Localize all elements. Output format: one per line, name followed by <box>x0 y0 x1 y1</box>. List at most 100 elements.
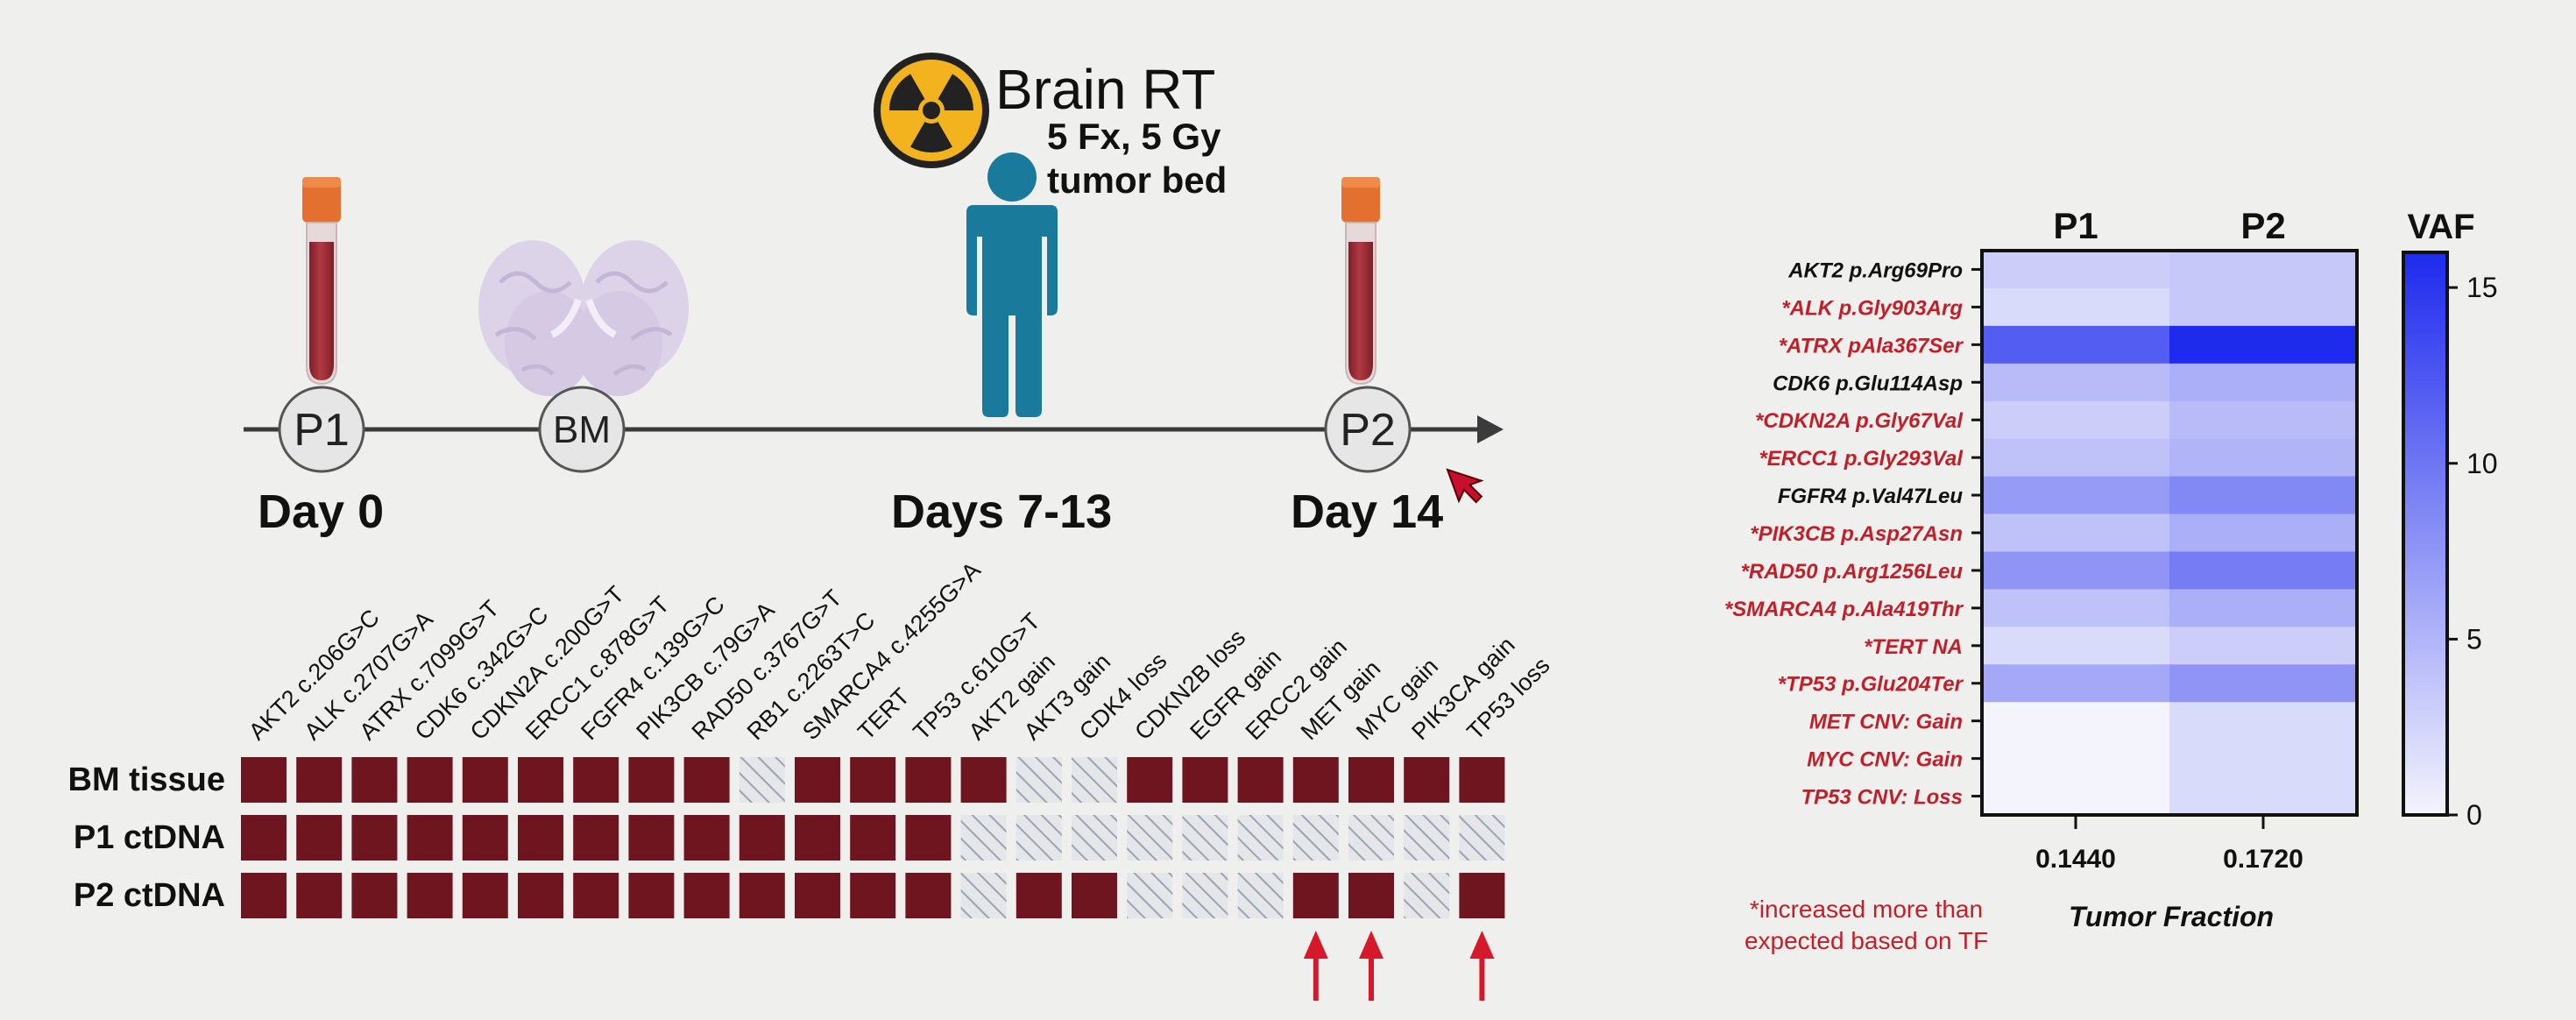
oncoprint-row-label: P1 ctDNA <box>74 819 225 856</box>
heatmap-cell <box>1982 400 2170 440</box>
heatmap-cell <box>1982 325 2170 365</box>
oncoprint-cell-present <box>518 757 563 803</box>
oncoprint-cell-present <box>1237 757 1284 803</box>
heatmap-cell <box>2169 325 2358 365</box>
oncoprint-cell-present <box>241 873 287 918</box>
oncoprint-cell-present <box>1127 757 1173 803</box>
oncoprint-cell-present <box>960 757 1007 803</box>
oncoprint-cell-present <box>296 757 343 803</box>
mouse-cursor-icon <box>1446 468 1484 504</box>
heatmap-cell <box>1982 777 2170 816</box>
heatmap-cell <box>2169 777 2358 816</box>
oncoprint-cell-absent <box>1348 815 1394 861</box>
colorbar-tick-label: 5 <box>2466 623 2482 655</box>
vaf-heatmap: *increased more than expected based on T… <box>1724 205 2498 954</box>
heatmap-row-label: AKT2 p.Arg69Pro <box>1787 259 1963 282</box>
oncoprint-row-label: BM tissue <box>68 761 225 798</box>
colorbar-tick-label: 10 <box>2466 448 2498 479</box>
oncoprint-cell-present <box>683 757 730 803</box>
oncoprint-cell-present <box>739 815 785 861</box>
heatmap-column-label: P2 <box>2240 205 2285 246</box>
person-icon <box>966 152 1058 417</box>
oncoprint-cell-present <box>905 815 952 861</box>
brain-icon <box>478 240 689 396</box>
brain-rt-target: tumor bed <box>1047 159 1227 201</box>
blood-tube-icon <box>302 177 341 386</box>
heatmap-row-label: CDK6 p.Glu114Asp <box>1773 372 1963 395</box>
oncoprint-cell-present <box>518 815 563 861</box>
oncoprint-cell-present <box>628 815 675 861</box>
heatmap-frame <box>1980 249 2359 817</box>
heatmap-cell <box>2169 363 2358 402</box>
increase-arrow-icon <box>1469 931 1495 1001</box>
timeline-node-p2: P2 <box>1324 386 1412 473</box>
oncoprint-cell-present <box>462 757 508 803</box>
heatmap-cell <box>1982 702 2170 740</box>
timeline-node-label: P2 <box>1340 405 1396 456</box>
oncoprint-cell-present <box>296 873 343 918</box>
heatmap-cell <box>2169 740 2358 778</box>
heatmap-row-label: *ATRX pAla367Ser <box>1779 334 1964 358</box>
timeline-arrowhead <box>1477 415 1504 443</box>
heatmap-cell <box>1982 476 2170 515</box>
heatmap-row-label: FGFR4 p.Val47Leu <box>1778 485 1964 508</box>
heatmap-cell <box>1982 287 2170 327</box>
day-label-p2: Day 14 <box>1291 485 1443 538</box>
oncoprint-cell-present <box>905 757 952 803</box>
heatmap-cell <box>1982 627 2170 665</box>
timeline-node-bm: BM <box>538 386 626 473</box>
timeline-node-label: P1 <box>294 405 350 456</box>
oncoprint-cell-present <box>683 873 730 918</box>
oncoprint-cell-absent <box>1237 873 1284 918</box>
heatmap-cell <box>2169 438 2358 478</box>
oncoprint-cell-present <box>407 815 453 861</box>
day-label-rt: Days 7-13 <box>891 485 1112 538</box>
oncoprint-cell-present <box>241 757 287 803</box>
oncoprint-cell-present <box>628 757 675 803</box>
heatmap-row-label: TP53 CNV: Loss <box>1801 786 1964 810</box>
oncoprint-cell-present <box>1016 873 1062 918</box>
oncoprint-cell-absent <box>1016 757 1062 803</box>
oncoprint-cell-absent <box>1404 815 1450 861</box>
heatmap-footnote-line2: expected based on TF <box>1744 927 1988 954</box>
heatmap-row-label: *CDKN2A p.Gly67Val <box>1755 409 1964 433</box>
oncoprint-cell-absent <box>1404 873 1450 918</box>
colorbar <box>2402 251 2449 817</box>
timeline-node-p1: P1 <box>278 386 365 473</box>
oncoprint-cell-present <box>407 757 453 803</box>
increase-arrow-icon <box>1359 931 1384 1001</box>
oncoprint-cell-present <box>628 873 675 918</box>
heatmap-cell <box>2169 400 2358 440</box>
colorbar-tick-label: 15 <box>2466 272 2498 303</box>
heatmap-footnote-line1: *increased more than <box>1750 896 1983 923</box>
heatmap-cell <box>1982 551 2170 590</box>
oncoprint-cell-present <box>573 815 619 861</box>
oncoprint-cell-absent <box>960 815 1007 861</box>
oncoprint-cell-present <box>795 873 840 918</box>
oncoprint-cell-present <box>1348 757 1394 803</box>
heatmap-row-label: MYC CNV: Gain <box>1807 748 1963 772</box>
oncoprint-cell-present <box>1459 873 1505 918</box>
heatmap-x-tick-label: 0.1440 <box>2035 845 2116 874</box>
oncoprint-cell-present <box>462 815 508 861</box>
colorbar-title: VAF <box>2407 208 2474 246</box>
oncoprint-cell-absent <box>960 873 1007 918</box>
heatmap-cell <box>2169 627 2358 665</box>
heatmap-cell <box>2169 551 2358 590</box>
heatmap-column-label: P1 <box>2053 205 2098 246</box>
oncoprint-cell-present <box>1459 757 1505 803</box>
oncoprint-cell-absent <box>1182 873 1228 918</box>
timeline: P1 BM P2 Brain RT 5 Fx, 5 Gy tumor bed D… <box>244 53 1504 538</box>
oncoprint-cell-present <box>573 757 619 803</box>
oncoprint-cell-present <box>1348 873 1394 918</box>
oncoprint-cell-present <box>683 815 730 861</box>
oncoprint-row-label: P2 ctDNA <box>74 877 225 914</box>
oncoprint-cell-present <box>1072 873 1117 918</box>
heatmap-row-label: *RAD50 p.Arg1256Leu <box>1741 560 1964 584</box>
oncoprint-cell-present <box>905 873 952 918</box>
heatmap-cell <box>2169 702 2358 740</box>
radiation-icon <box>874 53 989 168</box>
day-label-p1: Day 0 <box>258 485 384 538</box>
oncoprint-cell-present <box>1292 757 1339 803</box>
